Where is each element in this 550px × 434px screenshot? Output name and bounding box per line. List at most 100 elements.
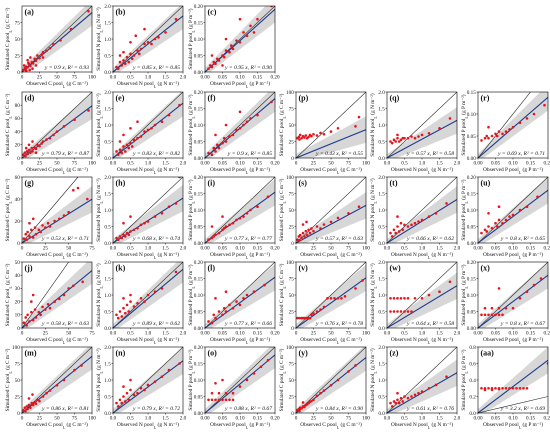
x-tick-label: 75 bbox=[89, 331, 95, 337]
regression-line bbox=[296, 277, 366, 328]
data-point bbox=[212, 313, 216, 317]
data-point bbox=[322, 389, 326, 392]
data-point bbox=[525, 117, 529, 120]
x-axis-label: Observed N poolL (g N m⁻²) bbox=[391, 421, 453, 430]
y-tick-label: 0.20 bbox=[467, 260, 476, 266]
y-tick-label: 0.0 bbox=[469, 411, 476, 417]
x-axis-label: Observed N poolL (g N m⁻²) bbox=[117, 251, 179, 260]
regression-line bbox=[387, 285, 457, 328]
data-point bbox=[178, 103, 181, 107]
x-tick-label: 50 bbox=[66, 331, 72, 337]
one-to-one-line bbox=[387, 92, 457, 158]
one-to-one-line bbox=[296, 262, 366, 328]
y-tick-label: 0.00 bbox=[194, 241, 203, 247]
data-point bbox=[231, 221, 235, 225]
data-point bbox=[115, 150, 118, 153]
y-tick-label: 25 bbox=[289, 139, 295, 145]
x-tick-label: 1.0 bbox=[145, 246, 152, 252]
data-point bbox=[494, 221, 497, 225]
one-to-one-line bbox=[22, 177, 79, 243]
x-tick-label: 0.0 bbox=[384, 416, 391, 422]
data-point bbox=[143, 221, 146, 225]
regression-equation: y = 0.43 x, R² = 0.55 bbox=[315, 151, 363, 157]
regression-equation: y = 0.8 x, R² = 0.67 bbox=[500, 321, 545, 327]
y-tick-label: 0.5 bbox=[104, 394, 111, 400]
data-point bbox=[221, 54, 224, 57]
x-tick-label: 0.15 bbox=[253, 416, 262, 422]
data-point bbox=[401, 400, 405, 403]
data-point bbox=[333, 297, 336, 300]
data-point bbox=[221, 313, 224, 317]
y-axis-label: Simulated C poolL (g C m⁻²) bbox=[4, 348, 13, 411]
x-tick-label: 25 bbox=[311, 161, 317, 167]
panel-label: (l) bbox=[208, 264, 216, 273]
data-point bbox=[58, 297, 61, 301]
data-point bbox=[525, 386, 529, 390]
data-point bbox=[143, 300, 146, 303]
x-axis-label: Observed C poolL (g C m⁻²) bbox=[26, 166, 88, 175]
data-point bbox=[539, 277, 543, 280]
x-tick-label: 0.00 bbox=[200, 75, 209, 81]
data-point bbox=[153, 123, 157, 127]
data-point bbox=[122, 385, 125, 388]
regression-line bbox=[113, 360, 183, 413]
data-point bbox=[136, 226, 139, 230]
data-point bbox=[36, 143, 39, 147]
x-tick-label: 75 bbox=[89, 246, 95, 252]
x-tick-label: 1.0 bbox=[419, 161, 426, 167]
data-point bbox=[417, 391, 420, 395]
data-point bbox=[397, 230, 401, 233]
data-point bbox=[315, 225, 319, 228]
x-tick-label: 25 bbox=[43, 246, 49, 252]
y-tick-label: 0.00 bbox=[194, 156, 203, 162]
data-point bbox=[120, 64, 124, 67]
regression-equation: y = 0.88 x, R² = 0.67 bbox=[224, 406, 272, 412]
data-point bbox=[150, 42, 153, 46]
data-point bbox=[210, 391, 214, 395]
data-point bbox=[515, 386, 518, 390]
x-tick-label: 2.0 bbox=[180, 416, 187, 422]
x-tick-label: 0.15 bbox=[253, 331, 262, 337]
x-tick-label: 25 bbox=[43, 331, 49, 337]
one-to-one-line bbox=[205, 177, 275, 243]
y-axis-label: Simulated C poolL (g C m⁻²) bbox=[4, 178, 13, 241]
data-point bbox=[174, 270, 178, 274]
data-point bbox=[238, 303, 242, 307]
data-point bbox=[36, 54, 39, 57]
data-point bbox=[303, 405, 306, 409]
data-point bbox=[115, 65, 118, 69]
data-point bbox=[410, 310, 413, 313]
x-tick-label: 0.5 bbox=[401, 161, 408, 167]
data-point bbox=[487, 212, 490, 215]
confidence-band bbox=[387, 107, 457, 158]
data-point bbox=[139, 223, 143, 227]
x-axis-label: Observed P poolL (g P m⁻²) bbox=[210, 166, 270, 175]
data-point bbox=[73, 368, 76, 372]
data-point bbox=[33, 308, 37, 311]
data-point bbox=[125, 143, 129, 147]
regression-equation: y = 0.85 x, R² = 0.85 bbox=[132, 65, 180, 71]
data-point bbox=[501, 313, 504, 317]
data-point bbox=[224, 310, 228, 313]
x-axis-label: Observed C poolL (g C m⁻²) bbox=[26, 336, 88, 345]
data-point bbox=[146, 41, 150, 44]
data-point bbox=[420, 133, 424, 137]
regression-equation: y = 0.76 x, R² = 0.78 bbox=[315, 321, 363, 327]
regression-equation: y = 0.68 x, R² = 0.74 bbox=[132, 236, 180, 242]
y-tick-label: 25 bbox=[289, 394, 295, 400]
x-axis-label: Observed N poolL (g N m⁻²) bbox=[117, 336, 179, 345]
data-point bbox=[518, 121, 522, 125]
x-tick-label: 0.15 bbox=[253, 161, 262, 167]
data-point bbox=[48, 136, 52, 140]
y-tick-label: 2.0 bbox=[104, 175, 111, 181]
data-point bbox=[235, 39, 238, 42]
y-axis-label: Simulated N poolL (g N m⁻²) bbox=[369, 93, 378, 157]
data-point bbox=[242, 123, 245, 127]
data-point bbox=[127, 398, 131, 402]
data-point bbox=[303, 316, 306, 320]
data-point bbox=[228, 398, 231, 402]
data-point bbox=[221, 215, 224, 218]
regression-equation: y = 0.8 x, R² = 0.65 bbox=[500, 236, 545, 242]
